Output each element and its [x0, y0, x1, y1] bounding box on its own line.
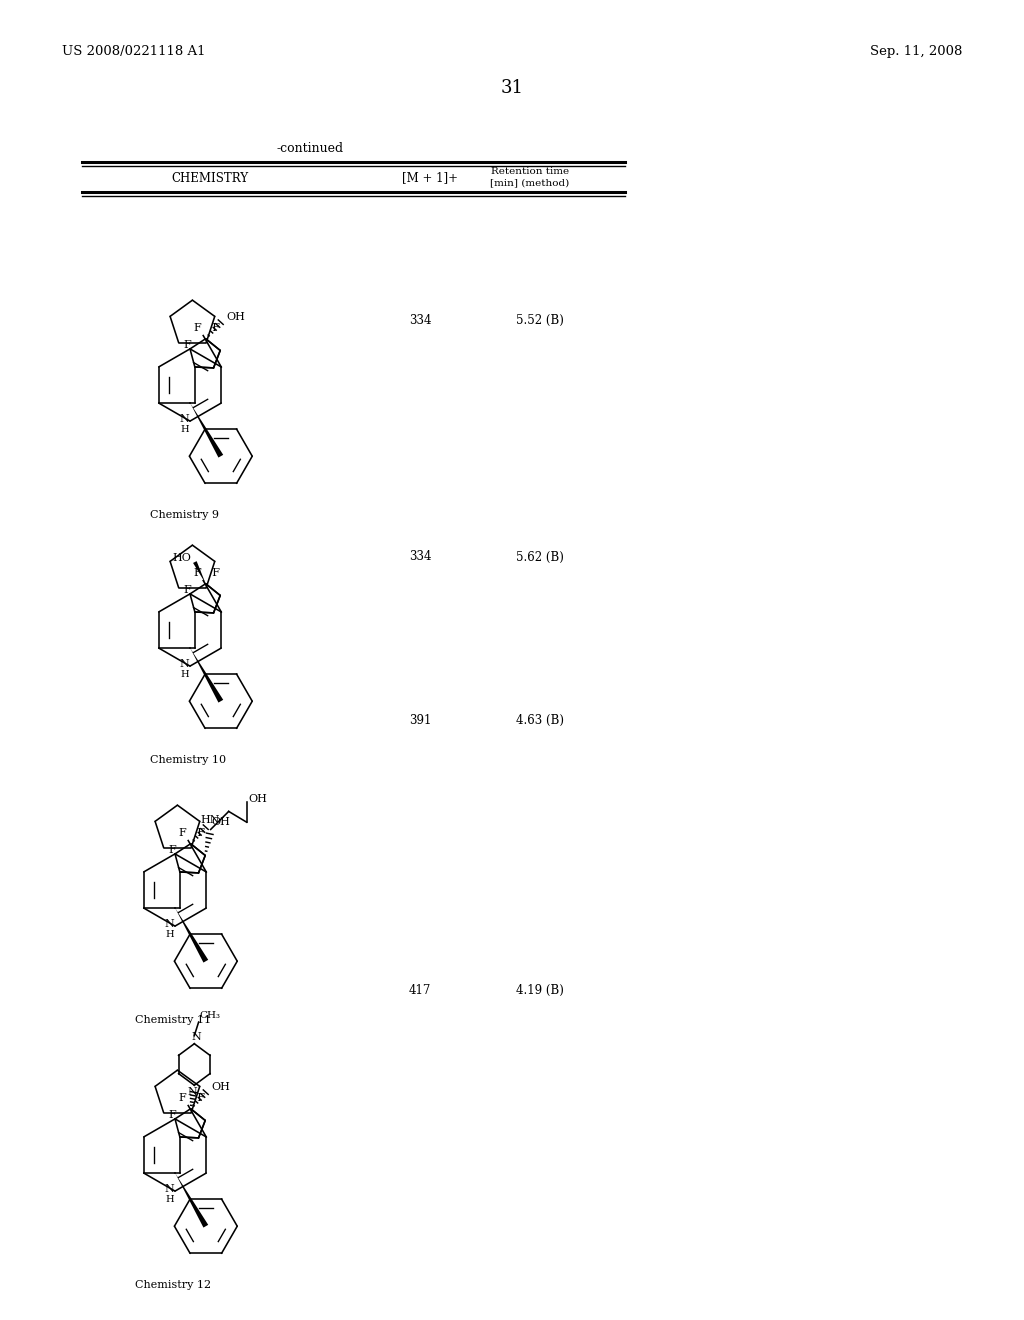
Text: N: N: [165, 919, 175, 929]
Text: Chemistry 9: Chemistry 9: [150, 510, 219, 520]
Text: F   F: F F: [179, 1093, 205, 1102]
Text: CHEMISTRY: CHEMISTRY: [171, 172, 249, 185]
Text: Sep. 11, 2008: Sep. 11, 2008: [869, 45, 962, 58]
Text: OH: OH: [212, 1082, 230, 1092]
Text: F   F: F F: [195, 568, 220, 578]
Text: H: H: [180, 669, 189, 678]
Text: N: N: [165, 1184, 175, 1195]
Text: HN: HN: [201, 816, 220, 825]
Text: OH: OH: [212, 817, 230, 826]
Text: 391: 391: [409, 714, 431, 726]
Polygon shape: [190, 403, 223, 458]
Polygon shape: [194, 561, 206, 583]
Text: H: H: [166, 1195, 174, 1204]
Text: Chemistry 11: Chemistry 11: [135, 1015, 211, 1026]
Polygon shape: [175, 908, 208, 962]
Text: F: F: [183, 585, 191, 594]
Text: 5.62 (B): 5.62 (B): [516, 550, 564, 564]
Text: F: F: [183, 339, 191, 350]
Text: 4.63 (B): 4.63 (B): [516, 714, 564, 726]
Text: Retention time: Retention time: [490, 168, 569, 177]
Text: N: N: [191, 1032, 201, 1041]
Text: H: H: [180, 425, 189, 433]
Polygon shape: [175, 1173, 208, 1228]
Text: N: N: [180, 414, 189, 424]
Text: F   F: F F: [195, 322, 220, 333]
Text: OH: OH: [226, 312, 246, 322]
Polygon shape: [190, 648, 223, 702]
Text: OH: OH: [249, 795, 267, 804]
Text: 334: 334: [409, 550, 431, 564]
Text: Chemistry 12: Chemistry 12: [135, 1280, 211, 1290]
Text: [M + 1]+: [M + 1]+: [402, 172, 458, 185]
Text: N: N: [180, 659, 189, 669]
Text: H: H: [166, 929, 174, 939]
Text: -continued: -continued: [276, 141, 344, 154]
Text: HO: HO: [172, 553, 190, 564]
Text: F: F: [168, 845, 176, 854]
Text: CH₃: CH₃: [200, 1011, 220, 1020]
Text: US 2008/0221118 A1: US 2008/0221118 A1: [62, 45, 206, 58]
Text: 334: 334: [409, 314, 431, 326]
Text: 4.19 (B): 4.19 (B): [516, 983, 564, 997]
Text: 31: 31: [501, 79, 523, 96]
Text: N: N: [187, 1088, 198, 1097]
Text: F   F: F F: [179, 828, 205, 838]
Text: Chemistry 10: Chemistry 10: [150, 755, 226, 766]
Text: [min] (method): [min] (method): [490, 178, 569, 187]
Text: 5.52 (B): 5.52 (B): [516, 314, 564, 326]
Text: F: F: [168, 1110, 176, 1119]
Text: 417: 417: [409, 983, 431, 997]
